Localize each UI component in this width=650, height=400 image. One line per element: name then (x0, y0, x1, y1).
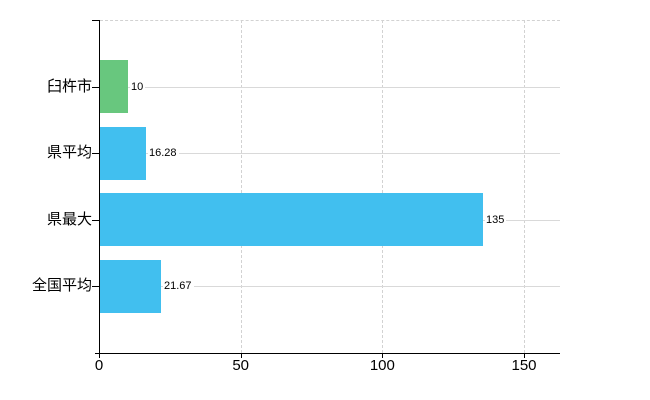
y-axis-line (99, 20, 100, 358)
y-axis-category-tick (92, 153, 99, 154)
category-label: 全国平均 (31, 277, 92, 294)
bar-value-label: 10 (130, 80, 146, 94)
bar-value-label: 21.67 (163, 279, 194, 293)
x-axis-tick (382, 354, 384, 358)
x-tick-label: 150 (511, 357, 537, 374)
bar-県最大 (100, 193, 483, 246)
vertical-gridline (240, 20, 242, 353)
x-tick-label: 0 (94, 357, 104, 374)
category-label: 県最大 (46, 211, 92, 228)
bar-value-label: 135 (485, 213, 507, 227)
horizontal-gridline (100, 153, 560, 154)
x-axis-tick (524, 354, 525, 358)
bar-value-label: 16.28 (148, 146, 179, 160)
plot-top-dashed-border (100, 20, 560, 21)
x-tick-label: 100 (369, 357, 395, 374)
bar-臼杵市 (100, 60, 128, 113)
x-axis-line (95, 353, 560, 354)
vertical-gridline (524, 20, 525, 353)
x-axis-tick (240, 354, 242, 358)
bar-全国平均 (100, 260, 161, 313)
y-axis-category-tick (92, 220, 99, 221)
plot-area: 10 16.28 135 21.67 (92, 20, 560, 358)
vertical-gridline (382, 20, 384, 353)
category-label: 臼杵市 (46, 78, 92, 95)
x-axis-tick (99, 354, 100, 358)
y-axis-top-tick (92, 20, 99, 21)
category-label: 県平均 (46, 144, 92, 161)
y-axis-category-tick (92, 286, 99, 287)
bar-県平均 (100, 127, 146, 180)
x-tick-label: 50 (232, 357, 249, 374)
horizontal-gridline (100, 87, 560, 88)
y-axis-category-tick (92, 87, 99, 88)
horizontal-gridline (100, 286, 560, 287)
